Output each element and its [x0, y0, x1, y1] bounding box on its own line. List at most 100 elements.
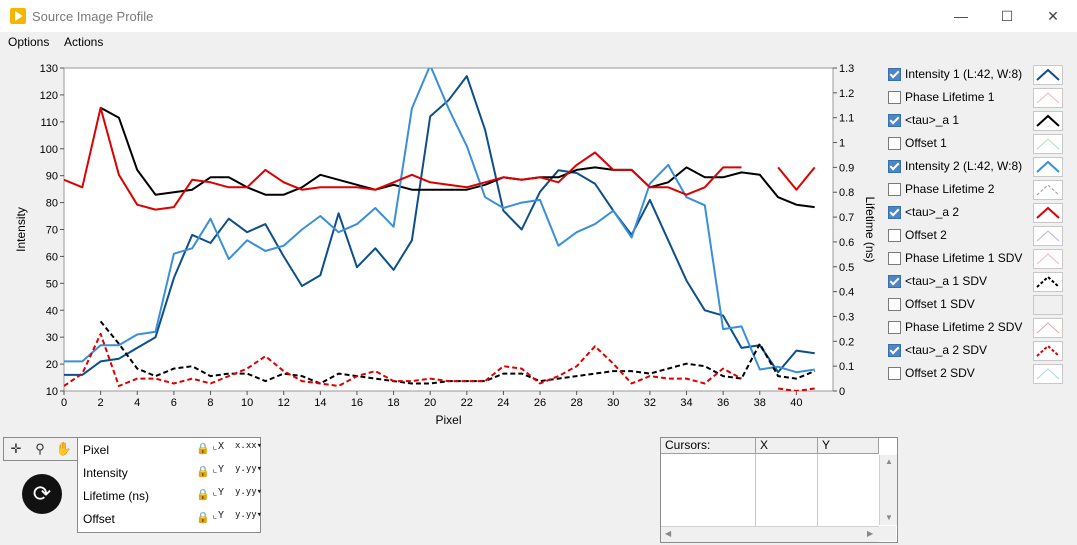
legend-item[interactable]: Intensity 1 (L:42, W:8) — [884, 64, 1074, 86]
menu-options[interactable]: Options — [8, 35, 50, 49]
y-right-tick-label: 0.7 — [839, 212, 854, 224]
scale-row: Intensity 🔒 ⌞Y y.yy▾ — [78, 461, 263, 484]
lock-icon[interactable]: 🔒 — [196, 466, 210, 478]
legend-checkbox[interactable] — [888, 206, 901, 219]
y-left-tick-label: 130 — [40, 63, 58, 75]
maximize-button[interactable]: ☐ — [1000, 8, 1014, 24]
scale-row: Lifetime (ns) 🔒 ⌞Y y.yy▾ — [78, 484, 263, 507]
legend-checkbox[interactable] — [888, 344, 901, 357]
legend-item[interactable]: Intensity 2 (L:42, W:8) — [884, 156, 1074, 178]
legend-checkbox[interactable] — [888, 252, 901, 265]
app-icon — [10, 8, 26, 24]
legend-swatch[interactable] — [1033, 203, 1063, 223]
legend-checkbox[interactable] — [888, 137, 901, 150]
legend-item[interactable]: Phase Lifetime 2 SDV — [884, 317, 1074, 339]
legend-checkbox[interactable] — [888, 91, 901, 104]
legend-checkbox[interactable] — [888, 321, 901, 334]
legend-label: Offset 2 SDV — [905, 366, 975, 380]
zoom-tool-icon[interactable]: ⚲ — [35, 441, 45, 456]
legend-item[interactable]: Phase Lifetime 2 — [884, 179, 1074, 201]
legend-swatch[interactable] — [1033, 295, 1063, 315]
scroll-down-icon[interactable]: ▼ — [885, 513, 893, 522]
cursor-vertical-scrollbar[interactable]: ▲ ▼ — [879, 455, 897, 525]
scroll-left-icon[interactable]: ◀ — [665, 529, 672, 538]
y-left-tick-label: 110 — [40, 117, 58, 129]
legend-swatch[interactable] — [1033, 180, 1063, 200]
y-right-tick-label: 0.4 — [839, 287, 854, 299]
lock-icon[interactable]: 🔒 — [196, 512, 210, 524]
legend-item[interactable]: Phase Lifetime 1 SDV — [884, 248, 1074, 270]
legend-checkbox[interactable] — [888, 229, 901, 242]
format-icon[interactable]: y.yy▾ — [235, 464, 263, 474]
legend-item[interactable]: <tau>_a 2 — [884, 202, 1074, 224]
legend-checkbox[interactable] — [888, 68, 901, 81]
legend-checkbox[interactable] — [888, 183, 901, 196]
legend-label: Phase Lifetime 2 SDV — [905, 320, 1023, 334]
refresh-button[interactable]: ⟳ — [22, 474, 62, 514]
legend-swatch[interactable] — [1033, 341, 1063, 361]
autoscale-icon[interactable]: ⌞Y — [212, 464, 225, 475]
legend-checkbox[interactable] — [888, 298, 901, 311]
legend-label: Offset 1 SDV — [905, 297, 975, 311]
y-right-axis-label: Lifetime (ns) — [863, 196, 877, 262]
y-left-tick-label: 90 — [46, 171, 58, 183]
legend-label: <tau>_a 2 SDV — [905, 343, 988, 357]
legend-item[interactable]: <tau>_a 1 SDV — [884, 271, 1074, 293]
legend-checkbox[interactable] — [888, 367, 901, 380]
legend-swatch[interactable] — [1033, 88, 1063, 108]
x-tick-label: 2 — [98, 397, 104, 409]
legend-item[interactable]: <tau>_a 2 SDV — [884, 340, 1074, 362]
scale-row: Pixel 🔒 ⌞X x.xx▾ — [78, 438, 263, 461]
x-tick-label: 4 — [134, 397, 140, 409]
autoscale-icon[interactable]: ⌞X — [212, 441, 225, 452]
legend-swatch[interactable] — [1033, 65, 1063, 85]
autoscale-icon[interactable]: ⌞Y — [212, 487, 225, 498]
menu-actions[interactable]: Actions — [64, 35, 104, 49]
legend-item[interactable]: <tau>_a 1 — [884, 110, 1074, 132]
legend-checkbox[interactable] — [888, 114, 901, 127]
cursor-horizontal-scrollbar[interactable]: ◀ ▶ — [661, 526, 879, 542]
autoscale-icon[interactable]: ⌞Y — [212, 510, 225, 521]
menu-bar: Options Actions — [0, 32, 1077, 53]
legend-checkbox[interactable] — [888, 160, 901, 173]
x-tick-label: 18 — [387, 397, 399, 409]
legend-swatch[interactable] — [1033, 111, 1063, 131]
y-right-tick-label: 0.6 — [839, 237, 854, 249]
legend-swatch[interactable] — [1033, 226, 1063, 246]
legend-swatch[interactable] — [1033, 272, 1063, 292]
scale-name: Lifetime (ns) — [83, 489, 150, 503]
scroll-right-icon[interactable]: ▶ — [867, 529, 874, 538]
lock-icon[interactable]: 🔒 — [196, 443, 210, 455]
series-line-1 — [64, 75, 815, 376]
format-icon[interactable]: x.xx▾ — [235, 441, 263, 451]
minimize-button[interactable]: — — [954, 8, 968, 24]
lock-icon[interactable]: 🔒 — [196, 489, 210, 501]
scale-name: Intensity — [83, 466, 128, 480]
scroll-up-icon[interactable]: ▲ — [885, 457, 893, 466]
cursor-legend[interactable]: Cursors: X Y ▲ ▼ ◀ ▶ — [660, 437, 898, 543]
legend-swatch[interactable] — [1033, 364, 1063, 384]
x-tick-label: 34 — [680, 397, 692, 409]
y-right-tick-label: 0.1 — [839, 361, 854, 373]
legend-item[interactable]: Offset 1 SDV — [884, 294, 1074, 316]
scale-name: Offset — [83, 512, 115, 526]
close-button[interactable]: ✕ — [1047, 8, 1059, 24]
scale-legend: Pixel 🔒 ⌞X x.xx▾ Intensity 🔒 ⌞Y y.yy▾ Lifetime (… — [77, 437, 263, 533]
legend-checkbox[interactable] — [888, 275, 901, 288]
legend-swatch[interactable] — [1033, 318, 1063, 338]
y-right-tick-label: 0.2 — [839, 336, 854, 348]
x-tick-label: 30 — [607, 397, 619, 409]
legend-swatch[interactable] — [1033, 249, 1063, 269]
y-right-tick-label: 0.9 — [839, 162, 854, 174]
legend-item[interactable]: Offset 1 — [884, 133, 1074, 155]
legend-swatch[interactable] — [1033, 134, 1063, 154]
pan-tool-icon[interactable]: ✋ — [55, 441, 73, 456]
legend-item[interactable]: Phase Lifetime 1 — [884, 87, 1074, 109]
legend-swatch[interactable] — [1033, 157, 1063, 177]
crosshair-tool-icon[interactable]: ✛ — [10, 441, 22, 456]
profile-chart[interactable]: 0 2 4 6 8 10 12 14 16 18 20 22 24 26 28 30 32 34 36 38 40102… — [0, 54, 1077, 434]
legend-item[interactable]: Offset 2 — [884, 225, 1074, 247]
format-icon[interactable]: y.yy▾ — [235, 487, 263, 497]
legend-item[interactable]: Offset 2 SDV — [884, 363, 1074, 385]
format-icon[interactable]: y.yy▾ — [235, 510, 263, 520]
